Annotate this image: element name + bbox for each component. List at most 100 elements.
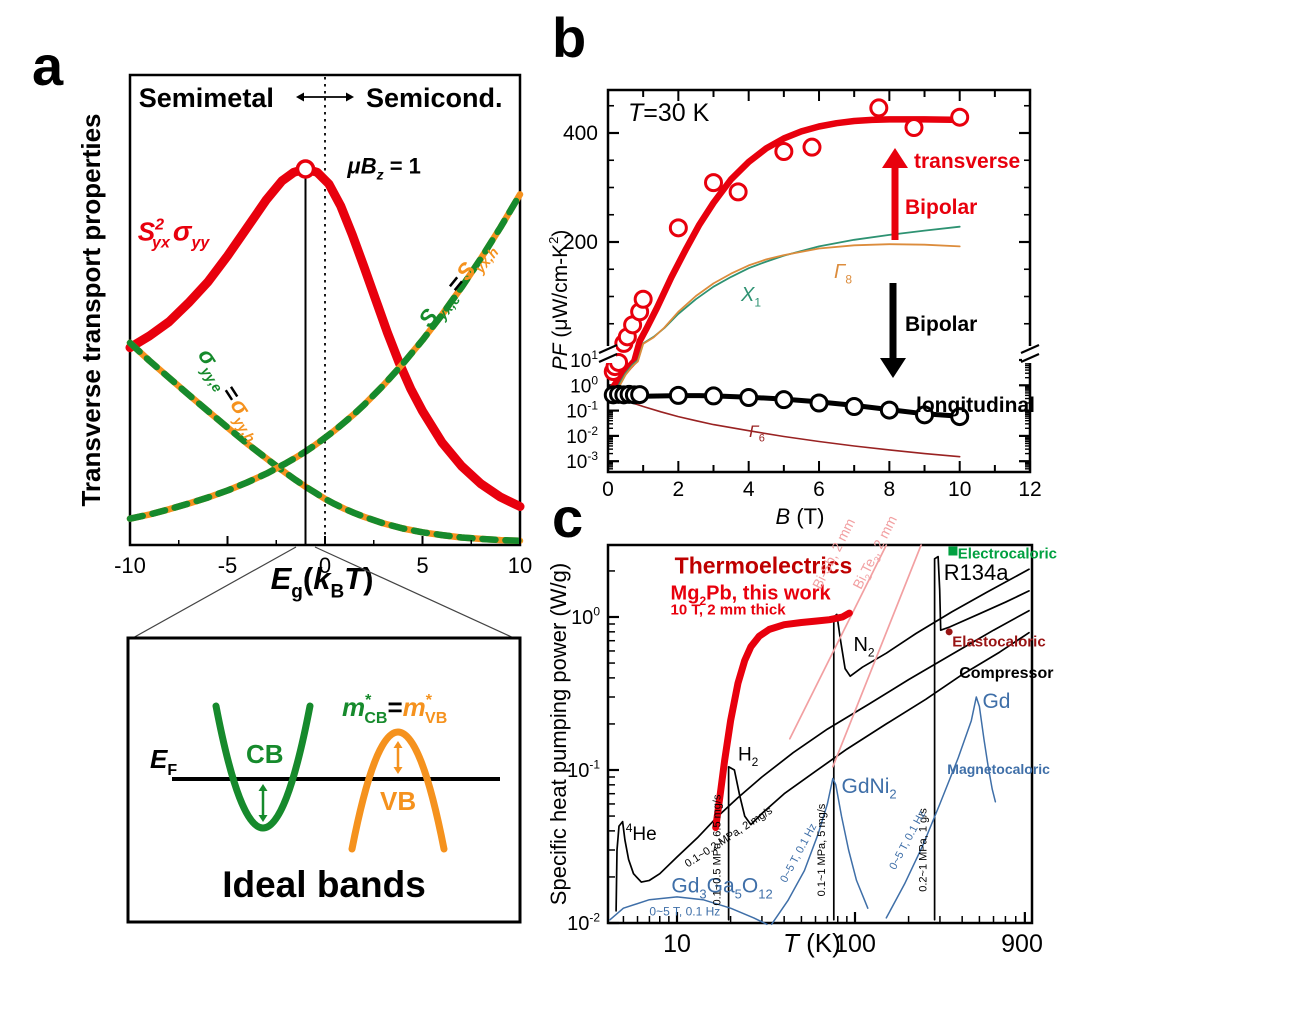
x-tick-label: 6 [813,478,825,501]
series-S-green-dash [126,191,524,522]
bipolar-up-arrow-head [882,148,908,168]
magnetocaloric-label: Magnetocaloric [947,761,1050,777]
series-g8 [617,243,961,389]
mg2pb-label: Mg2Pb, this work [671,583,832,608]
power-factor-label: S2 yx σyy [138,215,211,251]
point-longitudinal_pts [915,405,935,425]
x-tick-label: 4 [743,478,755,501]
b-x-title: B (T) [776,504,825,529]
elastocaloric-label: Elastocaloric [952,634,1045,651]
gd-label: Gd [982,690,1010,713]
bipolar-up-label: Bipolar [905,196,977,219]
electrocaloric-label: Electrocaloric [958,545,1057,562]
point-longitudinal_pts [739,387,759,407]
point-longitudinal_pts [630,385,650,405]
axis-break-slash [598,343,618,355]
x-tick-label: 5 [416,553,428,578]
panel-a-inset: EF CB VB m* CB=m* VB Ideal bands [126,636,522,924]
point-transverse_pts [728,182,748,202]
y-tick-label: 400 [563,122,598,145]
series-gd [885,696,997,919]
bite-label: Bi2Te3, 2 mm [849,513,902,593]
cb-label: CB [246,739,284,769]
point-transverse_pts [904,118,924,138]
callout-line-left [130,546,297,640]
gdni2-label: GdNi2 [842,775,897,802]
h2-cond-label: 0.1~0.5 MPa, 6.5 mg/s [711,794,723,905]
cb-gap-arrow-head [258,815,268,822]
panel-c-frame [606,543,1034,925]
x-tick-label: 10 [663,930,691,958]
point-longitudinal_pts [844,397,864,417]
vb-gap-arrow-head [393,767,403,774]
point-transverse_pts [802,137,822,157]
gamma6-label: Γ6 [749,422,765,445]
elastocaloric-marker [945,628,953,636]
panel-b-label: b [552,6,587,69]
x1-label: X1 [740,284,761,309]
series-s2 [125,164,525,511]
point-longitudinal_pts [704,386,724,406]
point-transverse_pts [668,218,688,238]
h2-label: H2 [738,745,759,769]
callout-line-right [314,546,517,640]
panel-c-axis: 10 100 900 100 10-1 10-2 [567,570,1043,958]
series-r134a [933,555,1030,921]
point-transverse_pts [774,142,794,162]
x-tick-label: -5 [218,553,238,578]
y-log-tick-label: 101 [570,348,598,372]
longitudinal-label: longitudinal [916,394,1035,417]
ggo-label: Gd3Ga5O12 [671,875,772,902]
y-log-tick-label: 10-2 [566,424,598,448]
fermi-level-label: EF [150,744,177,779]
mass-equal-label: m* CB=m* VB [342,692,447,727]
valence-band-curve [348,728,448,853]
he4-label: 4He [626,821,657,845]
y-tick-label: 100 [571,605,600,629]
conduction-band-curve [212,702,314,832]
point-longitudinal_pts [668,385,688,405]
point-transverse_pts [633,289,653,309]
panel-a-label: a [32,34,64,97]
point-transverse_pts [704,173,724,193]
semicond-label: Semicond. [366,83,503,113]
series-bisb [788,544,888,740]
series-gdni2 [770,777,869,926]
series-sigma-green-dash [126,339,524,545]
temperature-label: T=30 K [628,99,710,127]
point-transverse_pts [950,107,970,127]
y-log-tick-label: 10-3 [566,449,598,473]
gdni2-cond-label: 0~5 T, 0.1 Hz [778,822,819,885]
y-tick-label: 10-1 [567,758,600,782]
region-double-arrow-tail [296,92,304,102]
series-transverse [606,116,963,397]
x-tick-label: 12 [1018,478,1041,501]
n2-cond-label: 0.1~1 MPa, 5 mg/s [816,803,828,896]
x-tick-label: 0 [602,478,614,501]
region-double-arrow-head [346,92,354,102]
r134a-label: R134a [944,560,1010,585]
point-longitudinal_pts [950,407,970,427]
bipolar-down-arrow-head [880,358,906,378]
point-transverse_pts [869,98,889,118]
y-log-tick-label: 10-1 [566,399,598,423]
panel-a-axis: -10 -5 0 5 10 [114,536,532,578]
compressor-label: Compressor [959,665,1053,682]
mg2pb-cond-label: 10 T, 2 mm thick [671,601,787,618]
bipolar-down-label: Bipolar [905,313,977,336]
vb-label: VB [380,786,416,816]
ggo-cond-label: 0~5 T, 0.1 Hz [649,904,720,918]
thermoelectrics-label: Thermoelectrics [675,553,853,579]
ideal-bands-title: Ideal bands [222,864,426,905]
y-tick-label: 10-2 [567,911,600,935]
series-bite [831,544,922,768]
point-longitudinal_pts [774,390,794,410]
axis-break-slash [1020,352,1040,364]
x-tick-label: 0 [319,553,331,578]
point-longitudinal_pts [879,400,899,420]
series-he [615,609,1030,912]
